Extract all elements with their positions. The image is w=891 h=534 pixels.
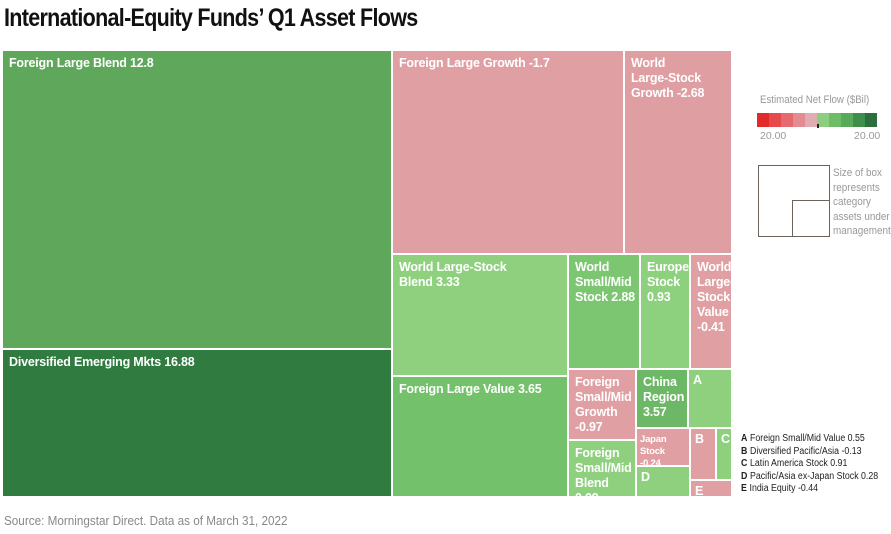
- treemap-box-wlsb: World Large-Stock Blend 3.33: [392, 254, 568, 376]
- treemap-label: China Region 3.57: [643, 375, 685, 419]
- key-text: Pacific/Asia ex-Japan Stock 0.28: [750, 470, 879, 482]
- treemap-label: World Small/Mid Stock 2.88: [575, 260, 635, 304]
- key-text: India Equity -0.44: [749, 483, 818, 494]
- treemap-label: Diversified Emerging Mkts 16.88: [9, 355, 195, 369]
- size-legend-inner-box: [792, 200, 830, 237]
- color-scale-step: [817, 113, 829, 127]
- treemap-label: E: [695, 484, 704, 497]
- color-scale-step: [865, 113, 877, 127]
- color-legend-min: 20.00: [760, 130, 787, 142]
- treemap-box-e: E: [690, 480, 732, 497]
- treemap-box-d: D: [636, 466, 690, 497]
- key-letter: C: [741, 458, 748, 469]
- treemap-box-wlsg: World Large-Stock Growth -2.68: [624, 50, 732, 254]
- chart-title: International-Equity Funds’ Q1 Asset Flo…: [4, 4, 418, 32]
- treemap-label: Foreign Small/Mid Growth -0.97: [575, 375, 632, 434]
- color-scale-step: [841, 113, 853, 127]
- key-letter: E: [741, 483, 747, 494]
- treemap-label: Foreign Small/Mid Blend 0.09: [575, 446, 632, 496]
- treemap-box-c: C: [716, 428, 732, 480]
- color-legend-max: 20.00: [854, 130, 881, 142]
- color-legend-title: Estimated Net Flow ($Bil): [760, 94, 870, 106]
- source-note: Source: Morningstar Direct. Data as of M…: [4, 513, 288, 528]
- letter-key-list: A Foreign Small/Mid Value 0.55 B Diversifie…: [741, 433, 891, 496]
- size-legend-text: Size of box represents category assets u…: [833, 167, 891, 237]
- treemap-box-eu: Europe Stock 0.93: [640, 254, 690, 369]
- color-scale-step: [805, 113, 817, 127]
- key-text: Latin America Stock 0.91: [750, 458, 848, 469]
- treemap-label: Foreign Large Value 3.65: [399, 382, 542, 396]
- key-text: Foreign Small/Mid Value 0.55: [750, 433, 865, 444]
- color-scale-step: [769, 113, 781, 127]
- treemap-label: World Large-Stock Blend 3.33: [399, 260, 507, 289]
- treemap-box-wlsv: World Large- Stock Value -0.41: [690, 254, 732, 369]
- key-letter: A: [741, 433, 748, 444]
- treemap-label: World Large- Stock Value -0.41: [697, 260, 732, 334]
- color-scale-step: [793, 113, 805, 127]
- key-letter: B: [741, 445, 748, 457]
- letter-key-item: C Latin America Stock 0.91: [741, 458, 878, 471]
- treemap-label: A: [693, 373, 702, 387]
- treemap-label: Japan Stock -0.24: [640, 434, 667, 466]
- key-text: Diversified Pacific/Asia -0.13: [750, 445, 862, 457]
- color-scale-step: [829, 113, 841, 127]
- color-scale: [757, 113, 877, 127]
- treemap-label: B: [695, 432, 704, 446]
- treemap-box-dem: Diversified Emerging Mkts 16.88: [2, 349, 392, 497]
- color-scale-marker: [817, 124, 819, 128]
- treemap-box-fsmb: Foreign Small/Mid Blend 0.09: [568, 440, 636, 497]
- treemap-box-jp: Japan Stock -0.24: [636, 428, 690, 466]
- treemap-box-flb: Foreign Large Blend 12.8: [2, 50, 392, 349]
- treemap-box-cn: China Region 3.57: [636, 369, 688, 428]
- letter-key-item: A Foreign Small/Mid Value 0.55: [741, 433, 878, 446]
- treemap-label: Foreign Large Growth -1.7: [399, 56, 550, 70]
- color-scale-step: [853, 113, 865, 127]
- treemap-box-flg: Foreign Large Growth -1.7: [392, 50, 624, 254]
- treemap-box-fsmg: Foreign Small/Mid Growth -0.97: [568, 369, 636, 440]
- treemap-label: World Large-Stock Growth -2.68: [631, 56, 705, 100]
- letter-key-item: D Pacific/Asia ex-Japan Stock 0.28: [741, 471, 878, 484]
- treemap-box-b: B: [690, 428, 716, 480]
- color-scale-step: [781, 113, 793, 127]
- treemap-box-wsm: World Small/Mid Stock 2.88: [568, 254, 640, 369]
- treemap-label: C: [721, 432, 730, 446]
- color-scale-step: [757, 113, 769, 127]
- treemap-label: Foreign Large Blend 12.8: [9, 56, 154, 70]
- letter-key-item: B Diversified Pacific/Asia -0.13: [741, 446, 878, 459]
- treemap-label: D: [641, 470, 650, 484]
- treemap-box-flv: Foreign Large Value 3.65: [392, 376, 568, 497]
- treemap-label: Europe Stock 0.93: [647, 260, 689, 304]
- letter-key-item: E India Equity -0.44: [741, 483, 878, 496]
- treemap-box-a: A: [688, 369, 732, 428]
- key-letter: D: [741, 470, 748, 482]
